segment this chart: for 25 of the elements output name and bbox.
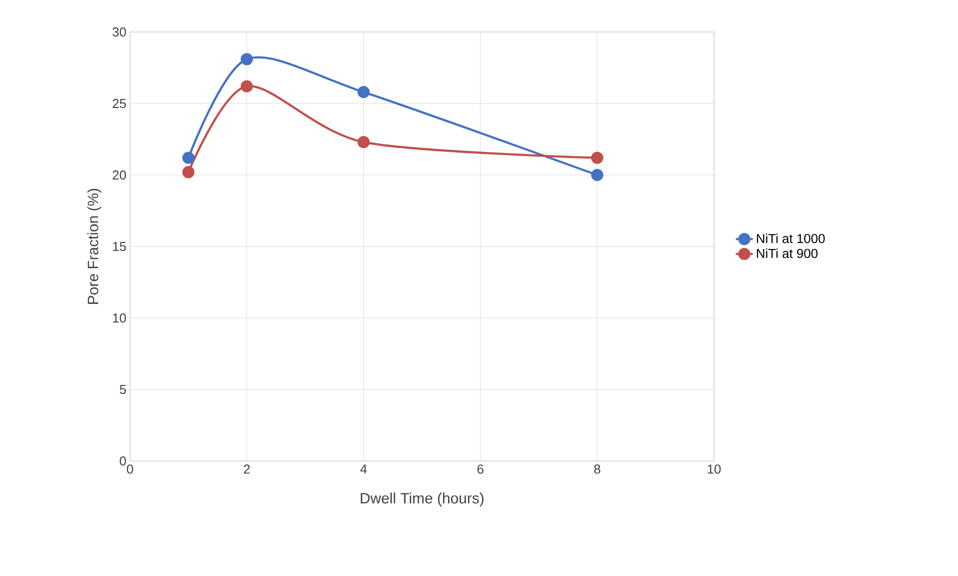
y-tick-label: 20 <box>112 170 126 180</box>
y-tick-label: 10 <box>113 313 126 323</box>
point <box>358 86 370 98</box>
x-tick-label: 8 <box>594 464 600 474</box>
point <box>591 168 604 182</box>
y-tick-label: 25 <box>112 98 126 108</box>
x-tick-label: 2 <box>244 464 250 474</box>
y-tick-label: 0 <box>120 456 126 466</box>
x-axis-title: Dwell Time (hours) <box>360 492 484 506</box>
legend-label: NiTi at 900 <box>756 248 818 258</box>
y-axis-title: Pore Fraction (%) <box>87 188 102 304</box>
x-tick-label: 4 <box>360 464 367 474</box>
y-tick-label: 30 <box>112 27 126 37</box>
point <box>358 136 370 148</box>
legend-label: NiTi at 1000 <box>756 234 825 244</box>
point <box>591 152 604 164</box>
point <box>240 80 253 92</box>
point <box>182 152 194 164</box>
point <box>182 166 194 178</box>
y-tick-label: 5 <box>120 384 126 394</box>
y-tick-label: 15 <box>113 242 126 252</box>
x-tick-label: 10 <box>708 464 721 474</box>
x-tick-label: 0 <box>126 464 134 474</box>
x-tick-label: 6 <box>477 464 484 474</box>
point <box>240 53 253 66</box>
